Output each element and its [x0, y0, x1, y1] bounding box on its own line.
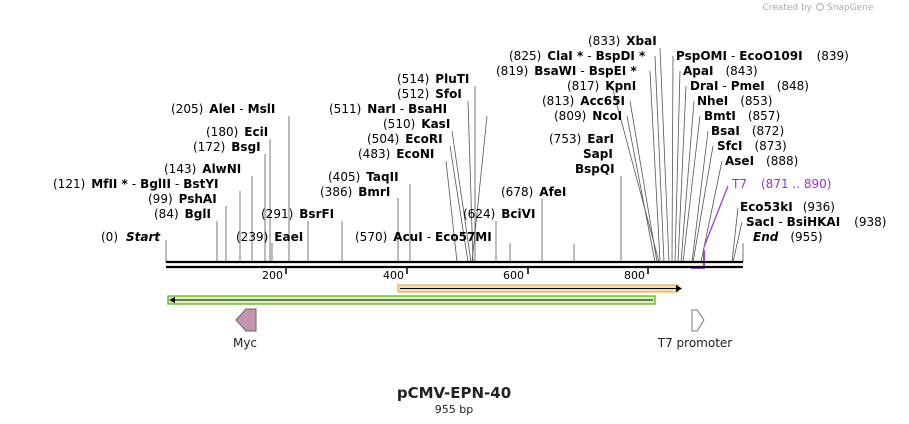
site-512: (512) SfoI [397, 87, 462, 101]
orange-feature-arrow[interactable] [397, 284, 682, 293]
site-labels: (0) Start (84) BglI (99) PshAI (121) MfII * -… [53, 34, 886, 244]
sequence-backbone [166, 260, 743, 269]
site-817: (817) KpnI [567, 79, 636, 93]
arrow-left-icon [169, 297, 175, 303]
site-405: (405) TaqII [328, 170, 399, 184]
site-504: (504) EcoRI [367, 132, 443, 146]
arrow-right-icon [676, 285, 682, 292]
site-839: PspOMI - EcoO109I (839) [676, 49, 849, 63]
site-873: SfcI (873) [717, 139, 787, 153]
site-483: (483) EcoNI [358, 147, 434, 161]
site-180: (180) EciI [206, 125, 268, 139]
site-936: Eco53kI (936) [740, 200, 835, 214]
site-888: AseI (888) [725, 154, 798, 168]
site-291: (291) BsrFI [261, 207, 334, 221]
site-809: (809) NcoI [554, 109, 622, 123]
map-subtitle: 955 bp [435, 403, 473, 416]
myc-feature[interactable]: Myc [233, 308, 257, 350]
site-872: BsaI (872) [711, 124, 784, 138]
site-843: ApaI (843) [683, 64, 758, 78]
site-143: (143) AlwNI [164, 162, 241, 176]
t7-primer[interactable]: T7 (871 .. 890) [691, 177, 831, 269]
site-386: (386) BmrI [320, 185, 390, 199]
site-825: (825) ClaI * - BspDI * [509, 49, 646, 63]
snapgene-logo-icon [815, 2, 825, 12]
site-624: (624) BciVI [463, 207, 535, 221]
t7-primer-label: T7 [731, 177, 747, 191]
site-205: (205) AleI - MslI [171, 102, 275, 116]
site-172: (172) BsgI [193, 140, 261, 154]
site-833: (833) XbaI [588, 34, 657, 48]
site-819: (819) BsaWI - BspEI * [496, 64, 637, 78]
tick-label-200: 200 [262, 269, 283, 282]
tick-label-600: 600 [503, 269, 524, 282]
tick-label-800: 800 [624, 269, 645, 282]
site-sapi: SapI [583, 147, 613, 161]
site-0: (0) Start [101, 230, 161, 244]
site-753: (753) EarI [549, 132, 614, 146]
snapgene-credit: Created by SnapGene [762, 2, 874, 13]
t7-primer-range: (871 .. 890) [761, 177, 831, 191]
site-121: (121) MfII * - BglII - BstYI [53, 177, 218, 191]
site-848: DraI - PmeI (848) [690, 79, 809, 93]
site-570: (570) AcuI - Eco57MI [355, 230, 492, 244]
site-84: (84) BglI [154, 207, 211, 221]
site-514: (514) PluTI [397, 72, 469, 86]
site-510: (510) KasI [383, 117, 450, 131]
site-938: SacI - BsiHKAI (938) [746, 215, 886, 229]
site-239: (239) EaeI [236, 230, 303, 244]
ruler: 200 400 600 800 [262, 267, 649, 282]
credit-text: Created by [762, 3, 812, 13]
credit-brand: SnapGene [827, 3, 874, 13]
t7-promoter-label: T7 promoter [657, 336, 733, 350]
map-title: pCMV-EPN-40 [397, 384, 511, 402]
site-99: (99) PshAI [148, 192, 217, 206]
tick-label-400: 400 [383, 269, 404, 282]
site-511: (511) NarI - BsaHI [329, 102, 447, 116]
myc-arrow-icon [235, 308, 257, 332]
site-853: NheI (853) [697, 94, 772, 108]
site-bspqi: BspQI [575, 162, 615, 176]
site-857: BmtI (857) [704, 109, 780, 123]
site-955: End (955) [753, 230, 823, 244]
t7-promoter-arrow-icon [691, 309, 705, 332]
site-813: (813) Acc65I [542, 94, 625, 108]
myc-label: Myc [233, 336, 257, 350]
t7-promoter-feature[interactable]: T7 promoter [657, 309, 733, 350]
site-678: (678) AfeI [501, 185, 566, 199]
green-feature-arrow[interactable] [167, 295, 656, 305]
